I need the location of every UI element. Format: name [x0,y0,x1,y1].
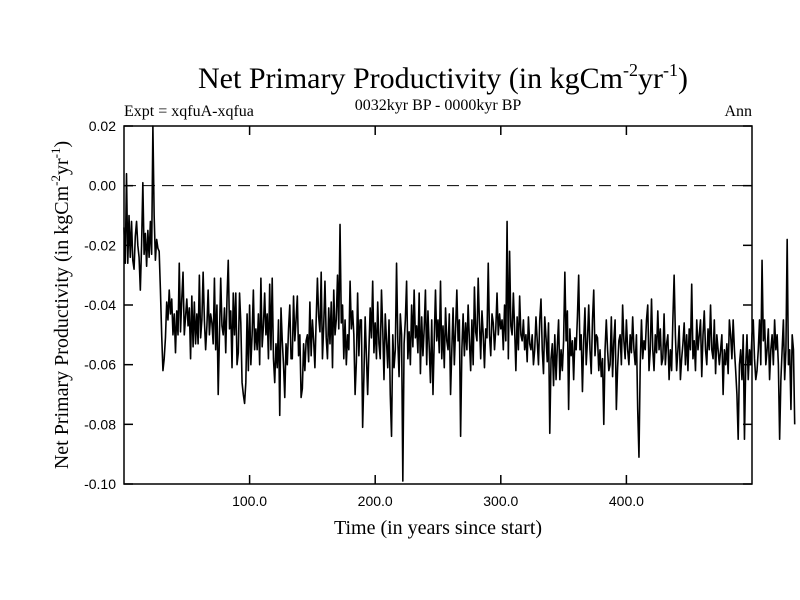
x-axis: 100.0 200.0 300.0 400.0 [232,126,644,509]
period-label: 0032kyr BP - 0000kyr BP [355,97,522,114]
x-tick-label: 400.0 [609,493,644,509]
chart-title: Net Primary Productivity (in kgCm-2yr-1) [198,60,688,95]
y-axis-label: Net Primary Productivity (in kgCm-2yr-1) [48,141,73,469]
y-tick-label: 0.00 [89,178,116,194]
x-tick-label: 200.0 [358,493,393,509]
season-label: Ann [724,103,752,120]
y-tick-label: -0.04 [84,297,116,313]
npp-series-line [123,125,796,482]
y-tick-label: -0.02 [84,237,116,253]
y-tick-label: -0.08 [84,416,116,432]
experiment-label: Expt = xqfuA-xqfua [124,103,254,120]
y-axis: 0.02 0.00 -0.02 -0.04 -0.06 -0.08 -0.10 [84,118,752,492]
x-axis-label: Time (in years since start) [334,517,542,539]
y-tick-label: 0.02 [89,118,116,134]
x-tick-label: 100.0 [232,493,267,509]
plot-frame [123,125,753,485]
y-tick-label: -0.10 [84,476,116,492]
y-tick-label: -0.06 [84,357,116,373]
x-tick-label: 300.0 [483,493,518,509]
